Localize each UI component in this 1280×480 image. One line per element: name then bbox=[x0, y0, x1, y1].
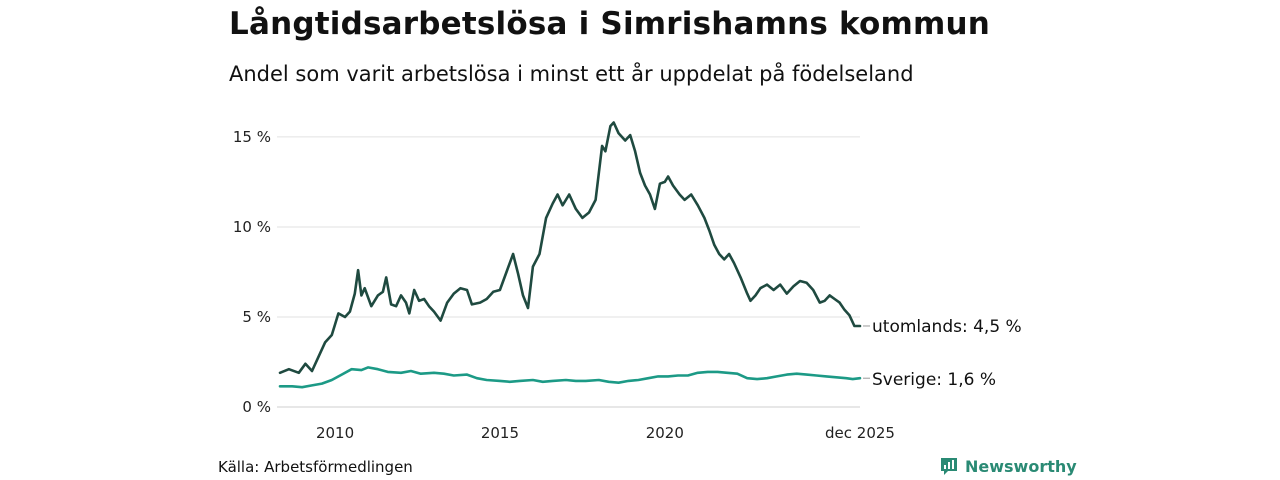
series-label-utomlands: utomlands: 4,5 % bbox=[872, 317, 1022, 337]
newsworthy-logo-icon bbox=[939, 456, 959, 476]
y-tick-label: 15 % bbox=[233, 128, 271, 146]
series-line-utomlands bbox=[278, 121, 862, 375]
brand-name: Newsworthy bbox=[965, 456, 1077, 476]
brand-logo: Newsworthy bbox=[939, 455, 1077, 477]
x-tick-label: 2015 bbox=[481, 424, 519, 442]
series-label-sverige: Sverige: 1,6 % bbox=[872, 370, 996, 390]
y-tick-label: 10 % bbox=[233, 218, 271, 236]
source-note: Källa: Arbetsförmedlingen bbox=[218, 458, 413, 476]
x-tick-label: 2010 bbox=[316, 424, 354, 442]
x-tick-label: dec 2025 bbox=[825, 424, 895, 442]
chart-title: Långtidsarbetslösa i Simrishamns kommun bbox=[229, 6, 991, 42]
series-line-sverige bbox=[278, 366, 862, 389]
y-tick-label: 5 % bbox=[242, 308, 271, 326]
y-tick-label: 0 % bbox=[242, 398, 271, 416]
x-tick-label: 2020 bbox=[646, 424, 684, 442]
chart-subtitle: Andel som varit arbetslösa i minst ett å… bbox=[229, 62, 914, 86]
